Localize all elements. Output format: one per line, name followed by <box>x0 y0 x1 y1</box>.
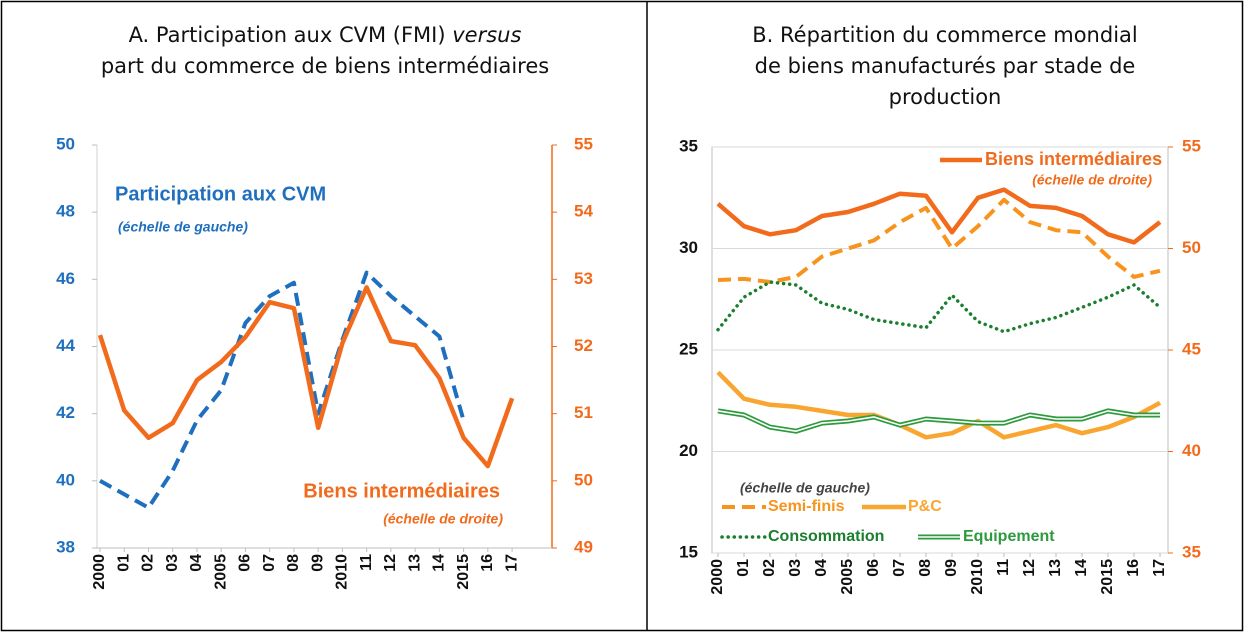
y-tick-label: 20 <box>679 441 698 460</box>
x-tick-label: 2000 <box>91 554 108 590</box>
legend-label: Semi-finis <box>768 498 845 515</box>
x-tick-label: 2010 <box>969 559 986 595</box>
x-tick-label: 2000 <box>709 559 726 595</box>
x-tick-label: 2005 <box>839 559 856 595</box>
x-tick-label: 12 <box>382 554 399 572</box>
y-tick-label: 48 <box>56 202 75 221</box>
y2-tick-label: 55 <box>1182 136 1201 155</box>
series-line <box>716 370 1162 440</box>
y-tick-label: 46 <box>56 269 75 288</box>
series-line <box>99 270 466 510</box>
legend-label: Equipement <box>963 528 1055 545</box>
x-tick-label: 04 <box>188 554 205 572</box>
series-label: Participation aux CVM <box>115 183 326 205</box>
scale-note: (échelle de gauche) <box>118 219 248 235</box>
y-tick-label: 38 <box>56 537 75 556</box>
title-text: A. Participation aux CVM (FMI) <box>128 23 446 47</box>
x-tick-label: 13 <box>406 554 423 572</box>
title-line: de biens manufacturés par stade de <box>754 54 1136 78</box>
x-tick-label: 11 <box>995 559 1012 576</box>
y2-tick-label: 40 <box>1182 441 1201 460</box>
x-tick-label: 01 <box>115 554 132 572</box>
x-tick-label: 01 <box>735 559 752 577</box>
x-tick-label: 2005 <box>212 554 229 590</box>
y2-tick-label: 54 <box>574 202 593 221</box>
y2-tick-label: 51 <box>574 403 593 422</box>
x-tick-label: 04 <box>813 559 830 577</box>
legend-label: Consommation <box>768 528 884 545</box>
y2-tick-label: 49 <box>574 537 593 556</box>
x-tick-label: 08 <box>285 554 302 572</box>
scale-note: (échelle de gauche) <box>740 480 870 496</box>
series-line <box>716 280 1162 334</box>
y2-tick-label: 55 <box>574 134 593 153</box>
title-line: A. Participation aux CVM (FMI) versus <box>10 20 640 51</box>
title-line: part du commerce de biens intermédiaires <box>100 54 550 78</box>
x-tick-label: 13 <box>1047 559 1064 577</box>
y-tick-label: 35 <box>679 136 698 155</box>
y2-tick-label: 45 <box>1182 339 1201 358</box>
y-tick-label: 44 <box>56 336 75 355</box>
x-tick-label: 07 <box>891 559 908 577</box>
x-tick-label: 16 <box>479 554 496 572</box>
x-tick-label: 17 <box>503 554 520 572</box>
x-tick-label: 08 <box>917 559 934 577</box>
title-line: B. Répartition du commerce mondial <box>752 23 1138 47</box>
series-line <box>717 197 1161 284</box>
x-tick-label: 2015 <box>455 554 472 590</box>
y-tick-label: 42 <box>56 403 75 422</box>
legend-label: Biens intermédiaires <box>985 149 1162 169</box>
x-tick-label: 12 <box>1021 559 1038 577</box>
y2-tick-label: 50 <box>1182 238 1201 257</box>
y-tick-label: 15 <box>679 542 698 561</box>
x-tick-label: 16 <box>1125 559 1142 577</box>
x-tick-label: 06 <box>237 554 254 572</box>
x-tick-label: 14 <box>1073 559 1090 577</box>
x-tick-label: 02 <box>140 554 157 572</box>
y2-tick-label: 35 <box>1182 542 1201 561</box>
y-tick-label: 25 <box>679 339 698 358</box>
x-tick-label: 2015 <box>1099 559 1116 595</box>
x-tick-label: 02 <box>761 559 778 577</box>
y-tick-label: 40 <box>56 470 75 489</box>
y-tick-label: 50 <box>56 134 75 153</box>
y2-tick-label: 50 <box>574 470 593 489</box>
scale-note: (échelle de droite) <box>1032 172 1152 188</box>
x-tick-label: 03 <box>164 554 181 572</box>
scale-note: (échelle de droite) <box>383 511 503 527</box>
series-line-inner <box>717 410 1160 433</box>
chart-title: B. Répartition du commerce mondial de bi… <box>650 20 1240 113</box>
x-tick-label: 17 <box>1151 559 1168 577</box>
legend-label: P&C <box>908 498 942 515</box>
x-tick-label: 09 <box>309 554 326 572</box>
y2-tick-label: 52 <box>574 336 593 355</box>
x-tick-label: 06 <box>865 559 882 577</box>
series-label: Biens intermédiaires <box>303 480 500 502</box>
chart-title: A. Participation aux CVM (FMI) versus pa… <box>10 20 640 82</box>
y-tick-label: 30 <box>679 238 698 257</box>
x-tick-label: 07 <box>261 554 278 572</box>
series-line <box>97 285 515 469</box>
x-tick-label: 03 <box>787 559 804 577</box>
title-line: production <box>888 85 1002 109</box>
x-tick-label: 09 <box>943 559 960 577</box>
x-tick-label: 11 <box>358 554 375 571</box>
x-tick-label: 2010 <box>334 554 351 590</box>
title-emphasis: versus <box>452 23 522 47</box>
y2-tick-label: 53 <box>574 269 593 288</box>
x-tick-label: 14 <box>431 554 448 572</box>
series-line <box>716 187 1162 245</box>
